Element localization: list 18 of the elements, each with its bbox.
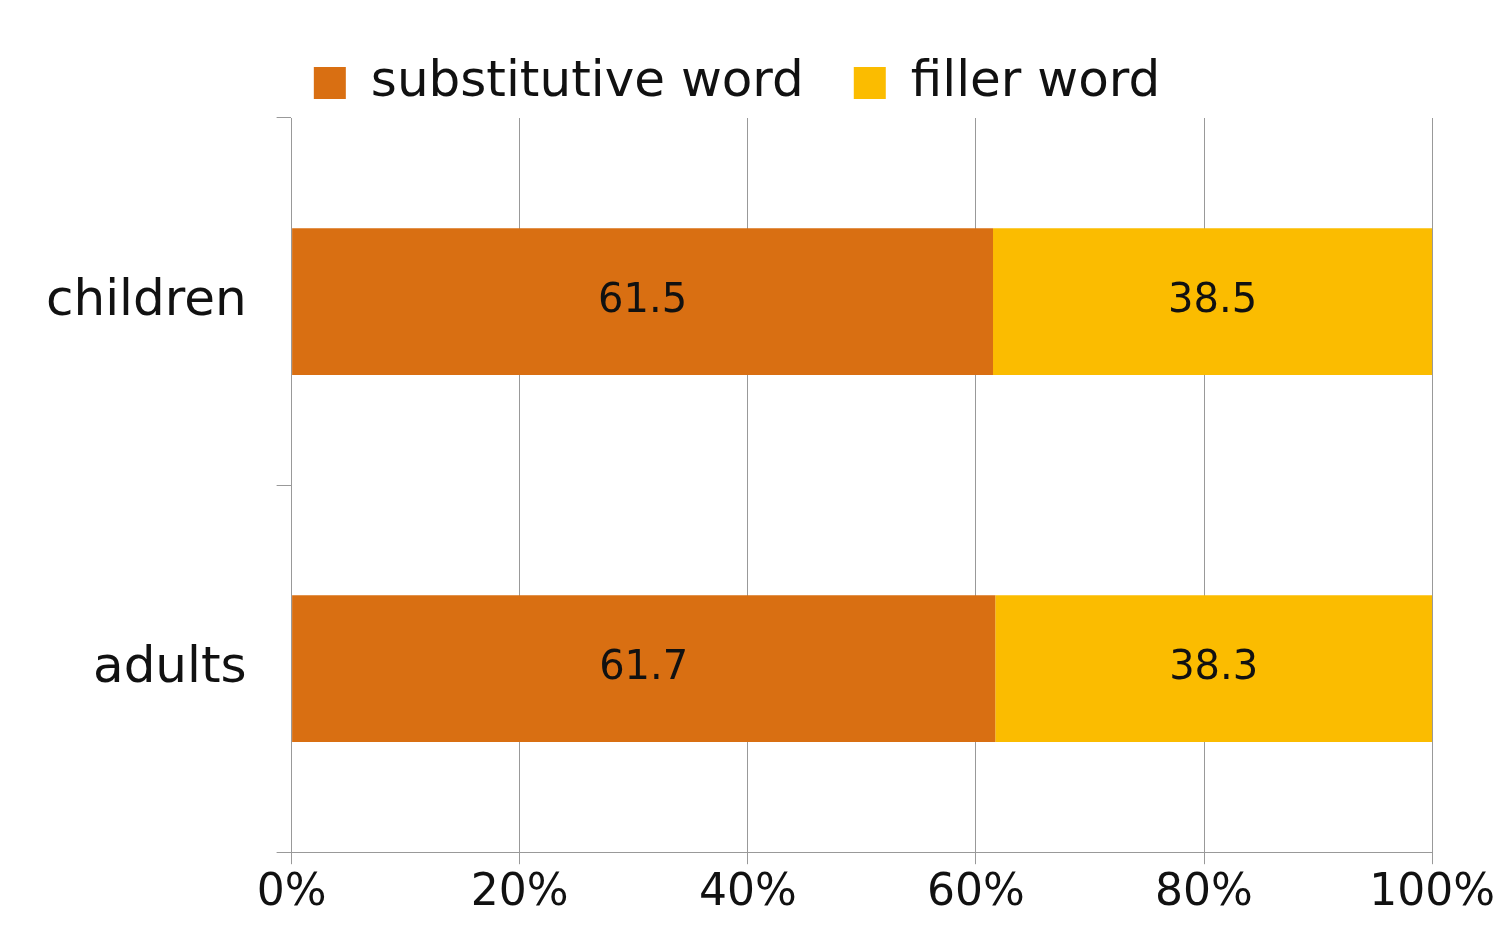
y-tick-label: children bbox=[45, 268, 247, 327]
x-tick-label: 60% bbox=[927, 864, 1025, 916]
y-tick-label: adults bbox=[92, 635, 247, 694]
x-tick-label: 80% bbox=[1155, 864, 1253, 916]
legend-label: filler word bbox=[910, 49, 1161, 108]
x-tick-label: 20% bbox=[470, 864, 569, 916]
data-label: 61.5 bbox=[598, 274, 688, 321]
bar bbox=[995, 595, 1433, 743]
x-tick-label: 40% bbox=[698, 864, 797, 916]
data-label: 38.5 bbox=[1168, 274, 1258, 321]
x-tick-label: 0% bbox=[256, 864, 327, 916]
bar bbox=[292, 595, 996, 743]
data-label: 38.3 bbox=[1169, 642, 1259, 689]
legend-label: substitutive word bbox=[370, 49, 804, 108]
x-tick-label: 100% bbox=[1369, 864, 1495, 916]
bar bbox=[993, 228, 1433, 375]
bar bbox=[292, 228, 994, 375]
data-label: 61.7 bbox=[599, 642, 689, 689]
